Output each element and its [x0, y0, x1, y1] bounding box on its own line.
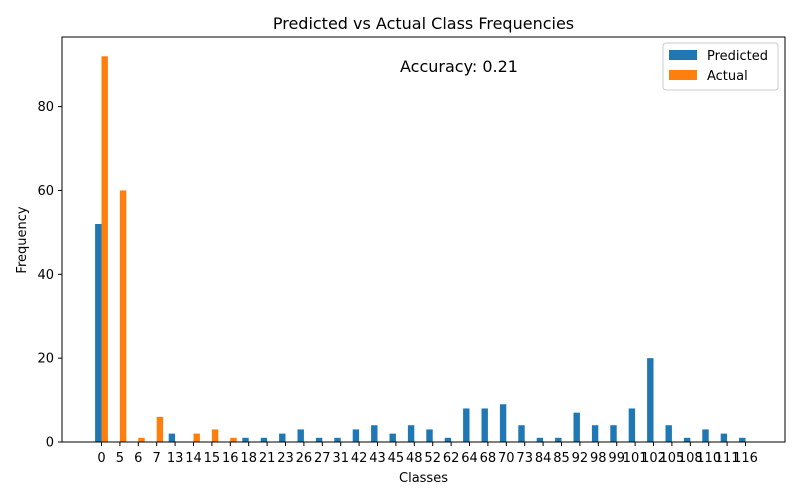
legend-swatch-actual: [669, 70, 697, 80]
x-tick-label: 16: [222, 451, 239, 466]
bar-actual-16: [230, 437, 237, 442]
legend: Predicted Actual: [662, 42, 779, 91]
bar-predicted-62: [444, 437, 452, 442]
y-axis: 0 20 40 60 80: [37, 100, 62, 451]
x-tick-label: 21: [259, 451, 276, 466]
bar-predicted-42: [352, 429, 360, 442]
y-axis-label: Frequency: [15, 206, 30, 273]
bar-actual-0: [101, 56, 108, 442]
y-tick-label: 20: [37, 352, 54, 367]
x-tick-label: 101: [623, 451, 648, 466]
x-tick-label: 64: [461, 451, 478, 466]
plot-frame: [61, 36, 786, 443]
x-tick-label: 62: [443, 451, 460, 466]
legend-swatch-predicted: [669, 50, 697, 60]
x-tick-label: 13: [167, 451, 184, 466]
x-tick-label: 18: [240, 451, 257, 466]
x-tick-label: 5: [116, 451, 124, 466]
x-tick-label: 68: [480, 451, 497, 466]
bar-predicted-101: [628, 408, 636, 442]
x-tick-label: 99: [608, 451, 625, 466]
y-tick-label: 80: [37, 100, 54, 115]
bar-predicted-21: [260, 437, 268, 442]
bar-predicted-85: [555, 437, 562, 442]
bar-predicted-116: [739, 437, 746, 442]
bar-actual-7: [156, 416, 164, 442]
bar-predicted-68: [481, 408, 488, 442]
x-tick-label: 42: [351, 451, 368, 466]
bar-predicted-18: [242, 437, 249, 442]
x-tick-label: 15: [204, 451, 221, 466]
x-tick-label: 27: [314, 451, 331, 466]
x-tick-label: 110: [696, 451, 721, 466]
x-tick-label: 73: [516, 451, 533, 466]
x-tick-label: 6: [134, 451, 142, 466]
x-tick-label: 70: [498, 451, 515, 466]
bar-predicted-111: [720, 433, 728, 442]
bar-predicted-27: [315, 437, 323, 442]
x-tick-label: 52: [424, 451, 441, 466]
x-axis-label: Classes: [399, 471, 448, 486]
bar-actual-5: [119, 190, 127, 442]
bar-predicted-108: [683, 437, 691, 442]
x-tick-label: 14: [185, 451, 202, 466]
bar-predicted-48: [407, 425, 415, 442]
legend-label-actual: Actual: [707, 69, 748, 84]
x-tick-label: 45: [388, 451, 405, 466]
x-tick-label: 116: [733, 451, 758, 466]
bars-layer: [95, 56, 746, 442]
x-tick-label: 48: [406, 451, 423, 466]
x-tick-label: 23: [277, 451, 294, 466]
bar-predicted-31: [334, 437, 341, 442]
chart-title: Predicted vs Actual Class Frequencies: [273, 14, 574, 33]
x-tick-label: 98: [590, 451, 607, 466]
bar-predicted-98: [591, 425, 599, 442]
bar-predicted-52: [426, 429, 433, 442]
x-tick-label: 105: [659, 451, 684, 466]
bar-predicted-70: [499, 404, 507, 442]
bar-actual-15: [211, 429, 219, 442]
bar-predicted-13: [168, 433, 176, 442]
bar-predicted-92: [573, 412, 580, 442]
x-tick-label: 92: [572, 451, 589, 466]
x-tick-label: 43: [369, 451, 386, 466]
bar-predicted-102: [647, 358, 654, 442]
bar-predicted-105: [665, 425, 672, 442]
bar-actual-14: [193, 433, 200, 442]
x-tick-label: 111: [715, 451, 740, 466]
x-tick-label: 0: [97, 451, 105, 466]
legend-label-predicted: Predicted: [707, 49, 768, 64]
x-tick-label: 84: [535, 451, 552, 466]
accuracy-annotation: Accuracy: 0.21: [400, 57, 518, 76]
y-tick-label: 0: [46, 436, 54, 451]
x-axis: 0 5 6 7 13 14 15 16 18 21 23 26 27 31 42 43 45 48 52 62 64 68…: [97, 442, 758, 466]
bar-predicted-43: [371, 425, 378, 442]
bar-actual-6: [138, 437, 145, 442]
bar-predicted-84: [536, 437, 544, 442]
x-tick-label: 31: [332, 451, 349, 466]
x-tick-label: 85: [553, 451, 570, 466]
bar-predicted-0: [95, 223, 102, 442]
x-tick-label: 102: [641, 451, 666, 466]
bar-predicted-23: [279, 433, 286, 442]
x-tick-label: 7: [153, 451, 161, 466]
bar-predicted-45: [389, 433, 396, 442]
bar-predicted-64: [463, 408, 470, 442]
bar-predicted-110: [702, 429, 709, 442]
y-tick-label: 60: [37, 184, 54, 199]
y-tick-label: 40: [37, 268, 54, 283]
x-tick-label: 26: [296, 451, 313, 466]
bar-predicted-73: [518, 425, 525, 442]
bar-predicted-99: [610, 425, 617, 442]
x-tick-label: 108: [678, 451, 703, 466]
bar-predicted-26: [297, 429, 304, 442]
